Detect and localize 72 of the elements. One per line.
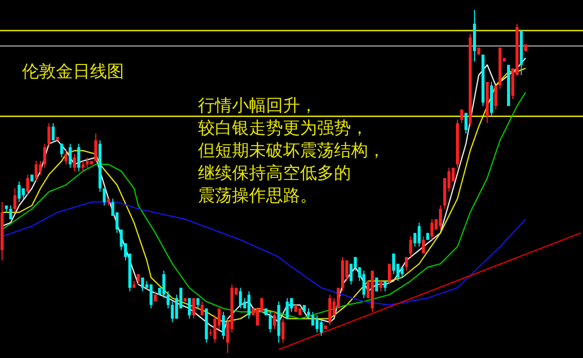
candlestick [47,122,50,148]
candlestick [282,318,284,344]
annotation: 但短期未破坏震荡结构， [198,141,385,161]
candlestick [460,108,464,124]
candlestick [358,266,362,282]
candlestick [494,84,498,110]
candlestick [116,212,119,234]
candlestick [272,311,276,330]
annotation: 继续保持高空低多的 [198,164,351,184]
candlestick [320,318,323,336]
candlestick [430,218,434,240]
candlestick [124,242,128,261]
candlestick [438,205,442,230]
annotation: 较白银走势更为强势， [198,118,368,138]
candlestick [192,298,196,320]
annotation: 行情小幅回升， [198,96,317,116]
candlestick [226,318,230,354]
candlestick [141,277,144,292]
candlestick [247,290,250,320]
candlestick [354,256,357,272]
candlestick [464,112,468,134]
candlestick [136,274,140,285]
candlestick [243,298,246,309]
candlestick [38,160,42,176]
candlestick [166,290,170,309]
candlestick [188,298,191,320]
candlestick [9,205,12,220]
candlestick [350,263,353,285]
candlestick [64,150,68,165]
candlestick [388,263,391,285]
candlestick [404,256,408,272]
candlestick [18,181,21,203]
candlestick [311,311,314,326]
candlestick [332,298,336,316]
candlestick [222,311,225,340]
candlestick [170,301,174,323]
candlestick [196,298,200,309]
candlestick [213,314,216,344]
candlestick [72,154,76,172]
candlestick [26,174,30,196]
candlestick [268,311,272,333]
candlestick [81,160,84,172]
candlestick [362,270,366,299]
candlestick [86,156,89,168]
candlestick [162,270,166,299]
annotation: 震荡操作思路。 [198,186,317,206]
candlestick [447,167,450,192]
candlestick [392,253,396,275]
candlestick [43,143,46,168]
candlestick [396,263,400,282]
candlestick [200,301,204,316]
candlestick [238,287,242,309]
candlestick [175,294,178,320]
candlestick [77,143,80,172]
candlestick [218,308,221,330]
candlestick [111,198,114,216]
candlestick [307,308,310,320]
candlestick [13,188,16,213]
candlestick [68,143,72,168]
candlestick [120,229,123,251]
candlestick [316,314,319,333]
candlestick [409,236,412,258]
candlestick [345,260,348,282]
candlestick [290,298,293,312]
candlestick [413,232,416,248]
candlestick [60,143,64,158]
candlestick [34,160,38,182]
candlestick [418,222,421,248]
candlestick [52,122,55,141]
candlestick [422,236,425,254]
title: 伦敦金日线图 [22,62,124,82]
candlestick [150,284,153,309]
